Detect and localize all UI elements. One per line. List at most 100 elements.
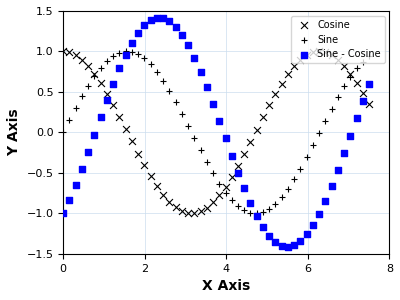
Sine	[216, 181, 222, 186]
Sine	[328, 106, 335, 111]
Sine - Cosine	[154, 16, 160, 20]
Cosine	[135, 151, 141, 156]
Sine - Cosine	[60, 211, 66, 216]
Sine	[210, 171, 216, 176]
Cosine	[98, 81, 104, 85]
Cosine	[304, 53, 310, 58]
Sine - Cosine	[316, 212, 322, 216]
Sine - Cosine	[179, 32, 185, 37]
Cosine	[160, 192, 166, 197]
Sine - Cosine	[129, 40, 135, 45]
Sine	[228, 198, 235, 203]
Cosine	[278, 81, 285, 86]
Sine - Cosine	[360, 98, 366, 103]
Cosine	[222, 184, 229, 189]
Cosine	[210, 200, 216, 205]
Sine	[135, 52, 141, 57]
Cosine	[335, 57, 341, 62]
Sine	[166, 88, 172, 93]
Cosine	[241, 152, 248, 157]
Cosine	[360, 91, 366, 95]
Legend: Cosine, Sine, Sine - Cosine: Cosine, Sine, Sine - Cosine	[291, 16, 385, 63]
Sine - Cosine	[191, 55, 198, 60]
Sine - Cosine	[204, 85, 210, 89]
Sine - Cosine	[216, 118, 222, 123]
Sine	[278, 195, 285, 200]
Sine - Cosine	[228, 153, 235, 158]
Sine	[148, 62, 154, 67]
Sine - Cosine	[110, 81, 116, 86]
Cosine	[272, 92, 279, 97]
Sine	[310, 143, 316, 148]
Sine	[116, 50, 123, 55]
Cosine	[285, 72, 291, 77]
Sine	[266, 206, 272, 211]
Sine	[260, 209, 266, 214]
Sine - Cosine	[166, 19, 172, 24]
Sine - Cosine	[241, 186, 248, 191]
Sine	[122, 49, 129, 54]
Sine - Cosine	[160, 16, 166, 21]
Cosine	[129, 139, 135, 144]
Sine	[366, 54, 372, 59]
Sine - Cosine	[185, 43, 191, 48]
Sine - Cosine	[222, 136, 229, 141]
Sine	[98, 66, 104, 70]
Sine	[360, 59, 366, 64]
Sine	[60, 130, 66, 135]
Sine - Cosine	[116, 66, 123, 71]
Sine - Cosine	[366, 82, 372, 87]
X-axis label: X Axis: X Axis	[202, 279, 250, 293]
Sine - Cosine	[197, 69, 204, 74]
Cosine	[228, 174, 235, 179]
Cosine	[179, 209, 185, 214]
Cosine	[104, 91, 110, 96]
Sine - Cosine	[297, 239, 304, 244]
Cosine	[91, 72, 98, 76]
Cosine	[366, 102, 372, 107]
Cosine	[254, 127, 260, 132]
Cosine	[191, 211, 198, 215]
Sine - Cosine	[72, 183, 79, 188]
Sine	[72, 106, 79, 110]
Sine - Cosine	[122, 52, 129, 57]
Sine	[66, 118, 73, 122]
Cosine	[235, 164, 241, 168]
Cosine	[291, 64, 297, 69]
Sine - Cosine	[310, 223, 316, 228]
Sine	[104, 59, 110, 64]
Sine	[272, 201, 279, 206]
Sine - Cosine	[85, 150, 91, 154]
Cosine	[322, 50, 329, 55]
Cosine	[354, 80, 360, 85]
Sine	[285, 187, 291, 191]
Sine	[247, 210, 254, 215]
Sine - Cosine	[79, 167, 85, 171]
Sine - Cosine	[354, 116, 360, 121]
Sine - Cosine	[260, 224, 266, 229]
Sine	[322, 118, 329, 123]
Sine - Cosine	[254, 214, 260, 218]
Cosine	[72, 53, 79, 58]
Cosine	[116, 114, 123, 119]
Cosine	[297, 58, 304, 62]
Sine	[297, 167, 304, 171]
Sine	[222, 190, 229, 195]
Cosine	[310, 50, 316, 55]
Sine	[160, 78, 166, 83]
Sine - Cosine	[304, 232, 310, 237]
Cosine	[60, 49, 66, 54]
Sine	[335, 94, 341, 99]
Sine - Cosine	[285, 244, 291, 249]
Cosine	[141, 163, 148, 168]
Sine - Cosine	[172, 25, 179, 29]
Sine	[85, 83, 91, 88]
Cosine	[110, 103, 116, 107]
Cosine	[172, 205, 179, 210]
Sine	[254, 211, 260, 216]
Sine	[354, 66, 360, 71]
Cosine	[266, 103, 272, 108]
Sine - Cosine	[247, 201, 254, 206]
Sine	[316, 130, 322, 135]
Sine - Cosine	[104, 98, 110, 103]
